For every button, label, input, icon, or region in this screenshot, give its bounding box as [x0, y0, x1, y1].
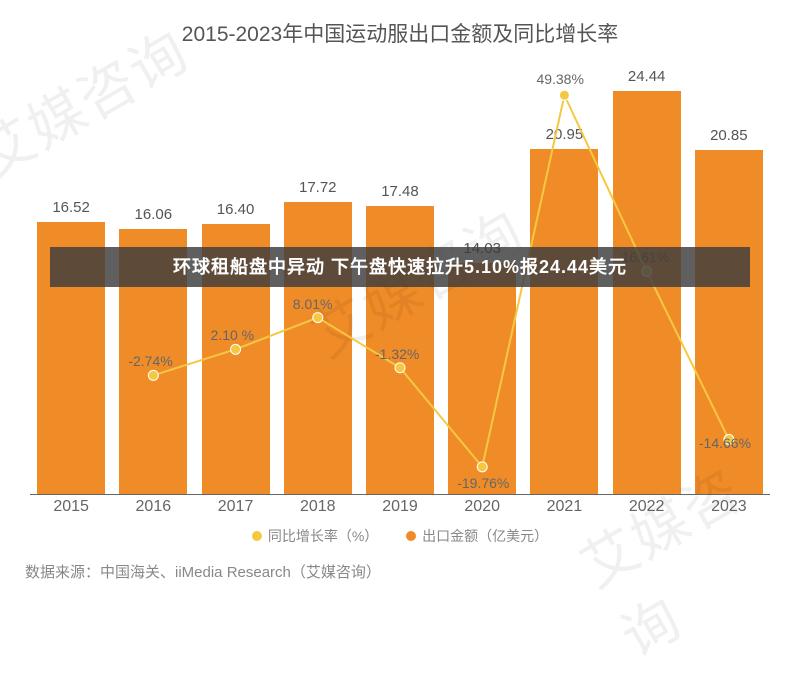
bar-value-label: 20.95 — [546, 126, 584, 143]
bar-value-label: 20.85 — [710, 127, 748, 144]
x-tick-label: 2021 — [523, 498, 605, 523]
growth-value-label: -2.74% — [128, 353, 172, 369]
x-tick-label: 2016 — [112, 498, 194, 523]
x-tick-label: 2022 — [606, 498, 688, 523]
bar-rect — [613, 91, 681, 495]
bar-rect — [284, 202, 352, 495]
x-tick-label: 2015 — [30, 498, 112, 523]
legend-label: 同比增长率（%） — [268, 526, 378, 546]
x-baseline — [30, 494, 770, 495]
x-tick-label: 2023 — [688, 498, 770, 523]
bar-value-label: 24.44 — [628, 68, 666, 85]
bar-rect — [448, 263, 516, 495]
legend-marker-orange — [406, 531, 416, 541]
bar-value-label: 16.40 — [217, 201, 255, 218]
x-tick-label: 2019 — [359, 498, 441, 523]
x-tick-label: 2018 — [277, 498, 359, 523]
growth-value-label: 2.10 % — [211, 327, 255, 343]
legend: 同比增长率（%） 出口金额（亿美元） — [0, 526, 800, 546]
x-tick-label: 2020 — [441, 498, 523, 523]
growth-value-label: 8.01% — [293, 296, 333, 312]
source-text: 数据来源：中国海关、iiMedia Research（艾媒咨询） — [25, 561, 381, 582]
bar-value-label: 17.72 — [299, 179, 337, 196]
growth-value-label: 49.38% — [536, 71, 583, 87]
bar-value-label: 16.06 — [135, 206, 173, 223]
chart-title: 2015-2023年中国运动服出口金额及同比增长率 — [0, 0, 800, 48]
legend-item-export: 出口金额（亿美元） — [406, 526, 548, 546]
legend-label: 出口金额（亿美元） — [422, 526, 548, 546]
growth-value-label: -1.32% — [375, 346, 419, 362]
legend-item-growth: 同比增长率（%） — [252, 526, 378, 546]
overlay-headline: 环球租船盘中异动 下午盘快速拉升5.10%报24.44美元 — [50, 247, 750, 287]
bar-rect — [530, 149, 598, 495]
growth-value-label: -14.66% — [699, 435, 751, 451]
growth-value-label: -19.76% — [457, 475, 509, 491]
bar-value-label: 16.52 — [52, 199, 90, 216]
x-tick-label: 2017 — [194, 498, 276, 523]
legend-marker-yellow — [252, 531, 262, 541]
bar-value-label: 17.48 — [381, 183, 419, 200]
x-axis: 201520162017201820192020202120222023 — [30, 498, 770, 523]
